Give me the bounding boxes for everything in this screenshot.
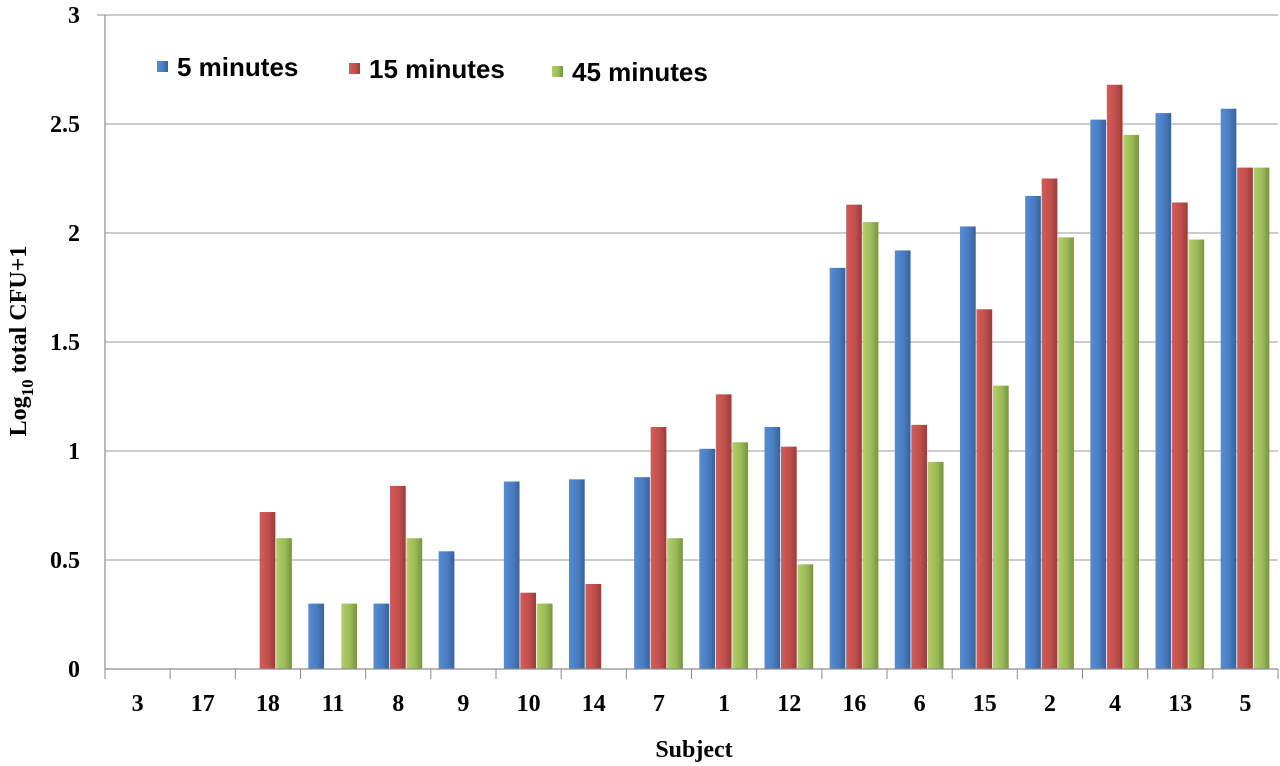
axes (97, 14, 1279, 679)
y-tick-label: 2.5 (50, 112, 80, 138)
bar-15-minutes-subject-18 (259, 512, 276, 669)
legend: 5 minutes 15 minutes 45 minutes (157, 52, 708, 87)
bar-5-minutes-subject-6 (894, 250, 911, 669)
x-tick-label: 13 (1168, 691, 1192, 717)
bar-15-minutes-subject-14 (585, 583, 602, 669)
bar-5-minutes-subject-5 (1220, 108, 1237, 670)
bar-5-minutes-subject-2 (1025, 195, 1041, 669)
x-axis-title: Subject (655, 737, 732, 763)
x-tick-label: 12 (777, 691, 801, 717)
bar-5-minutes-subject-14 (569, 479, 585, 669)
bar-15-minutes-subject-5 (1237, 167, 1253, 669)
bar-45-minutes-subject-15 (993, 385, 1009, 669)
bar-5-minutes-subject-13 (1155, 113, 1172, 670)
y-tick-labels: 0 0.5 1 1.5 2 2.5 3 (50, 3, 80, 683)
bar-45-minutes-subject-11 (341, 603, 358, 669)
y-tick-label: 0.5 (50, 548, 80, 574)
gridlines (105, 14, 1278, 561)
legend-label: 45 minutes (572, 57, 708, 87)
bar-15-minutes-subject-8 (390, 485, 406, 669)
bar-15-minutes-subject-12 (781, 446, 797, 669)
x-tick-label: 7 (653, 691, 665, 717)
bar-45-minutes-subject-5 (1253, 167, 1270, 669)
y-axis-title-rest: total CFU+1 (6, 246, 32, 380)
bar-5-minutes-subject-11 (308, 603, 325, 669)
bar-15-minutes-subject-1 (715, 394, 732, 669)
x-tick-label: 6 (914, 691, 926, 717)
legend-swatch (349, 63, 360, 74)
x-tick-label: 14 (582, 691, 606, 717)
bar-5-minutes-subject-16 (829, 267, 846, 669)
legend-swatch (552, 66, 563, 77)
x-tick-label: 10 (517, 691, 541, 717)
x-tick-label: 8 (392, 691, 404, 717)
y-tick-label: 2 (68, 221, 80, 247)
bar-15-minutes-subject-4 (1106, 84, 1123, 669)
bar-5-minutes-subject-9 (438, 551, 455, 669)
bar-15-minutes-subject-13 (1172, 202, 1188, 670)
x-tick-label: 18 (256, 691, 280, 717)
bar-15-minutes-subject-15 (976, 309, 993, 669)
y-tick-label: 0 (68, 657, 80, 683)
bar-5-minutes-subject-15 (960, 226, 976, 669)
x-tick-label: 11 (322, 691, 345, 717)
bar-5-minutes-subject-7 (634, 477, 650, 669)
legend-swatch (157, 61, 168, 72)
legend-label: 5 minutes (177, 52, 298, 82)
bar-5-minutes-subject-1 (699, 448, 716, 669)
bar-45-minutes-subject-6 (927, 461, 944, 669)
bar-45-minutes-subject-7 (667, 538, 683, 669)
bar-15-minutes-subject-7 (650, 427, 667, 669)
x-tick-label: 4 (1109, 691, 1121, 717)
bar-45-minutes-subject-12 (797, 564, 814, 669)
x-tick-label: 3 (132, 691, 144, 717)
y-tick-label: 3 (68, 3, 80, 29)
bar-45-minutes-subject-13 (1188, 239, 1205, 670)
y-axis-title-sub: 10 (18, 379, 37, 396)
bar-15-minutes-subject-16 (846, 204, 862, 669)
bar-45-minutes-subject-10 (536, 603, 553, 669)
legend-label: 15 minutes (369, 54, 505, 84)
bar-15-minutes-subject-10 (520, 592, 537, 669)
x-tick-label: 17 (191, 691, 215, 717)
y-axis-title: Log10 total CFU+1 (6, 246, 37, 437)
x-tick-label: 9 (457, 691, 469, 717)
bar-45-minutes-subject-4 (1123, 134, 1140, 669)
x-tick-label: 16 (842, 691, 866, 717)
x-tick-label: 5 (1239, 691, 1251, 717)
bar-5-minutes-subject-8 (373, 603, 390, 669)
bar-45-minutes-subject-16 (862, 222, 879, 669)
y-tick-label: 1.5 (50, 330, 80, 356)
x-tick-labels: 3 17 18 11 8 9 10 14 7 1 12 16 6 15 2 4 13 5 (132, 691, 1252, 717)
bar-45-minutes-subject-2 (1058, 237, 1074, 670)
bar-15-minutes-subject-2 (1041, 178, 1058, 669)
bar-5-minutes-subject-10 (503, 481, 520, 669)
bar-45-minutes-subject-8 (406, 538, 423, 669)
x-tick-label: 15 (973, 691, 997, 717)
bar-5-minutes-subject-12 (764, 427, 781, 669)
x-tick-label: 2 (1044, 691, 1056, 717)
bar-45-minutes-subject-1 (732, 442, 749, 669)
x-tick-label: 1 (718, 691, 730, 717)
bar-45-minutes-subject-18 (276, 538, 292, 669)
y-axis-title-main: Log (6, 396, 32, 436)
bar-5-minutes-subject-4 (1090, 119, 1107, 669)
bars (259, 84, 1270, 670)
bar-15-minutes-subject-6 (911, 424, 928, 669)
y-tick-label: 1 (68, 439, 80, 465)
